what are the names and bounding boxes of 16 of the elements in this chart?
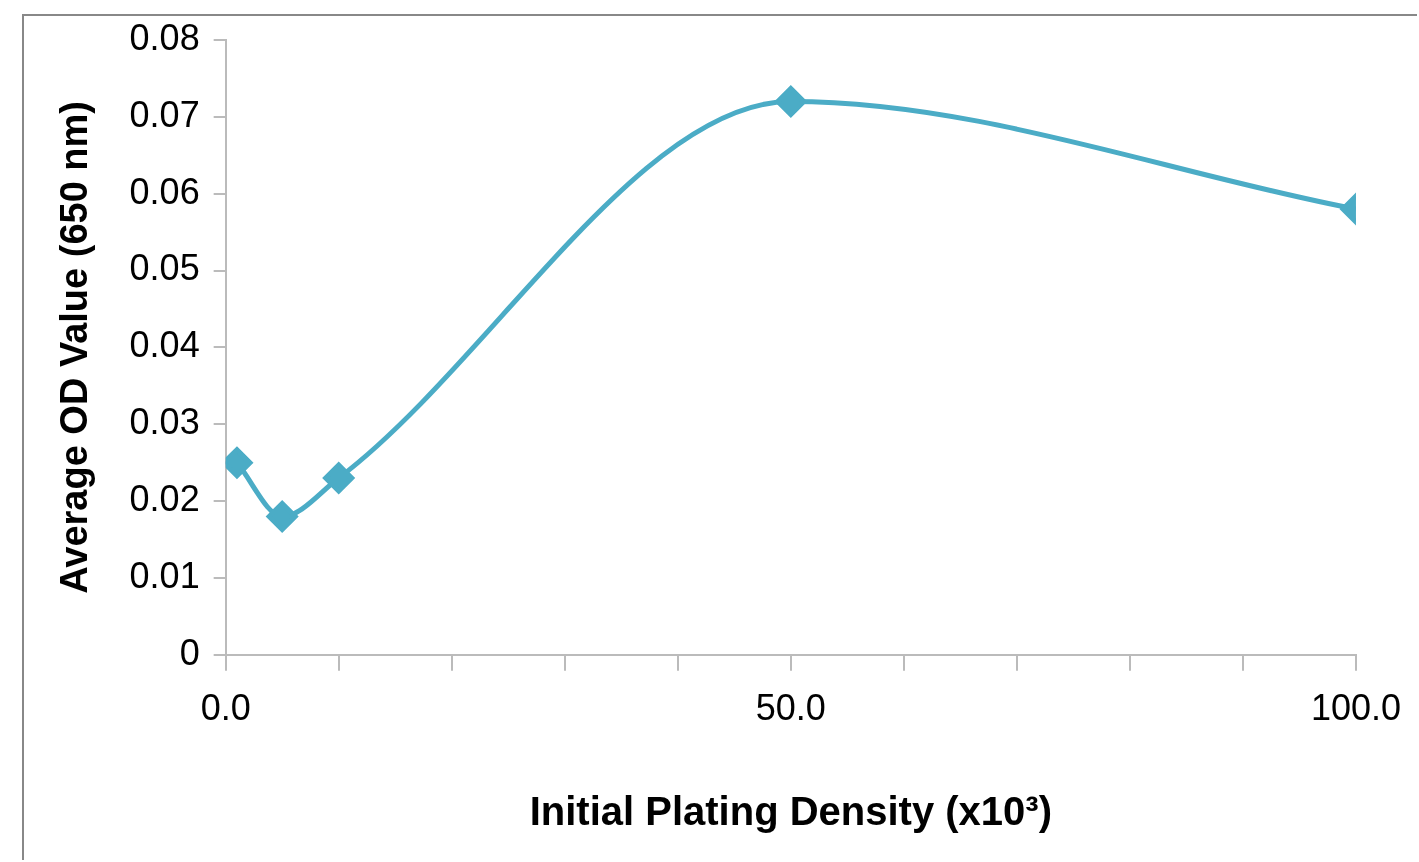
y-axis-title: Average OD Value (650 nm) xyxy=(53,101,96,594)
x-tick-label: 100.0 xyxy=(1310,687,1401,729)
y-tick-label: 0.01 xyxy=(129,554,200,596)
y-tick-label: 0.06 xyxy=(129,170,200,212)
y-tick-label: 0.04 xyxy=(129,324,200,366)
y-tick-label: 0.08 xyxy=(129,16,200,58)
y-tick-label: 0.07 xyxy=(129,93,200,135)
point xyxy=(323,462,355,494)
x-tick-label: 50.0 xyxy=(755,687,826,729)
y-tick-label: 0 xyxy=(179,631,200,673)
x-axis-title: Initial Plating Density (x10³) xyxy=(529,789,1052,834)
x-tick-label: 0.0 xyxy=(200,687,251,729)
y-tick-label: 0.03 xyxy=(129,401,200,443)
point xyxy=(266,500,298,532)
y-tick-label: 0.05 xyxy=(129,247,200,289)
y-tick-label: 0.02 xyxy=(129,478,200,520)
